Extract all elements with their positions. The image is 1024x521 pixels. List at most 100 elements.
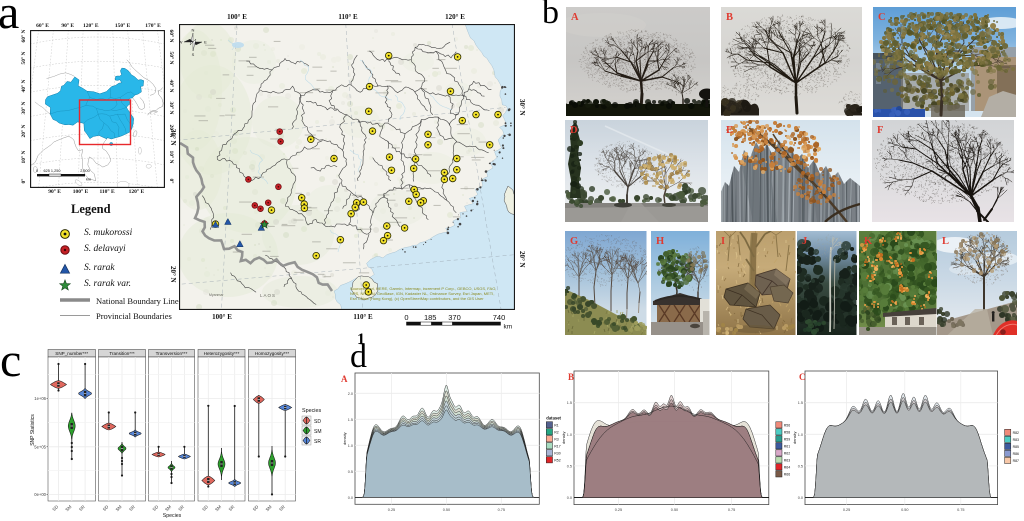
svg-text:km: km bbox=[504, 324, 513, 331]
svg-text:Species: Species bbox=[163, 513, 182, 519]
svg-text:0.50: 0.50 bbox=[670, 508, 677, 512]
svg-text:SD: SD bbox=[201, 504, 209, 512]
svg-text:0.5: 0.5 bbox=[348, 470, 353, 474]
svg-text:SD: SD bbox=[314, 419, 321, 425]
svg-text:SD: SD bbox=[51, 504, 59, 512]
svg-text:SM: SM bbox=[164, 504, 172, 512]
svg-text:1.0: 1.0 bbox=[797, 432, 802, 436]
svg-text:2.0: 2.0 bbox=[348, 392, 353, 396]
svg-text:SR: SR bbox=[128, 504, 136, 512]
svg-text:R56: R56 bbox=[783, 423, 789, 427]
svg-text:0.75: 0.75 bbox=[498, 508, 505, 512]
svg-text:SR: SR bbox=[228, 504, 236, 512]
svg-text:1.5: 1.5 bbox=[566, 401, 571, 405]
svg-text:0.50: 0.50 bbox=[901, 508, 908, 512]
svg-text:Esri China (Hong Kong), (c) Op: Esri China (Hong Kong), (c) OpenStreetMa… bbox=[350, 296, 484, 301]
svg-text:km: km bbox=[86, 178, 91, 182]
svg-text:E: E bbox=[204, 40, 207, 45]
svg-text:SNP Statistics: SNP Statistics bbox=[30, 414, 36, 446]
svg-text:R62: R62 bbox=[783, 451, 789, 455]
svg-text:SR: SR bbox=[177, 504, 185, 512]
svg-text:1.5: 1.5 bbox=[797, 401, 802, 405]
svg-text:R61: R61 bbox=[783, 444, 789, 448]
svg-text:density: density bbox=[561, 431, 566, 444]
svg-text:SR: SR bbox=[78, 504, 86, 512]
svg-text:Heterozygosity***: Heterozygosity*** bbox=[204, 351, 240, 356]
svg-text:R17: R17 bbox=[554, 444, 560, 448]
svg-text:0.75: 0.75 bbox=[957, 508, 964, 512]
svg-text:R30: R30 bbox=[554, 451, 560, 455]
svg-text:R59: R59 bbox=[783, 437, 789, 441]
svg-text:0.0: 0.0 bbox=[566, 496, 571, 500]
svg-text:Sources: Esri, HERE, Garmin, I: Sources: Esri, HERE, Garmin, Intermap, i… bbox=[350, 286, 496, 291]
svg-text:H: H bbox=[656, 236, 664, 247]
svg-text:0.25: 0.25 bbox=[842, 508, 849, 512]
svg-text:R87: R87 bbox=[1012, 459, 1018, 463]
svg-text:density: density bbox=[342, 432, 347, 445]
svg-text:R58: R58 bbox=[783, 430, 789, 434]
svg-text:Species: Species bbox=[302, 408, 321, 414]
svg-text:K: K bbox=[864, 236, 873, 247]
svg-text:dataset: dataset bbox=[546, 416, 561, 421]
svg-text:0.50: 0.50 bbox=[443, 508, 450, 512]
svg-text:0.25: 0.25 bbox=[388, 508, 395, 512]
svg-text:R83: R83 bbox=[1012, 438, 1018, 442]
svg-text:SM: SM bbox=[115, 504, 123, 512]
svg-text:W: W bbox=[179, 40, 183, 45]
svg-text:R85: R85 bbox=[1012, 445, 1018, 449]
svg-text:R1: R1 bbox=[554, 423, 559, 427]
svg-text:0e+00: 0e+00 bbox=[34, 492, 46, 497]
svg-text:740: 740 bbox=[493, 313, 506, 322]
svg-text:1e+06: 1e+06 bbox=[34, 396, 46, 401]
svg-text:NPS, NRCAN, GeoBase, IGN, Kada: NPS, NRCAN, GeoBase, IGN, Kadaster NL, O… bbox=[350, 291, 494, 296]
svg-text:L: L bbox=[942, 236, 949, 247]
svg-text:R3: R3 bbox=[554, 437, 559, 441]
svg-text:LAOS: LAOS bbox=[260, 293, 276, 298]
svg-text:0.75: 0.75 bbox=[727, 508, 734, 512]
svg-text:Myanmar: Myanmar bbox=[209, 293, 224, 297]
svg-text:SM: SM bbox=[314, 429, 322, 435]
svg-text:I: I bbox=[721, 236, 725, 247]
svg-text:R86: R86 bbox=[1012, 452, 1018, 456]
svg-text:2,500: 2,500 bbox=[80, 169, 90, 173]
svg-text:R2: R2 bbox=[554, 430, 559, 434]
svg-text:0.0: 0.0 bbox=[348, 496, 353, 500]
svg-text:370: 370 bbox=[448, 313, 461, 322]
svg-text:SR: SR bbox=[314, 439, 321, 445]
svg-text:185: 185 bbox=[424, 313, 437, 322]
svg-text:SNP_number***: SNP_number*** bbox=[55, 351, 88, 356]
svg-text:R82: R82 bbox=[1012, 431, 1018, 435]
svg-text:R66: R66 bbox=[783, 472, 789, 476]
svg-text:F: F bbox=[877, 125, 883, 136]
svg-text:0.5: 0.5 bbox=[566, 464, 571, 468]
svg-text:SD: SD bbox=[102, 504, 110, 512]
svg-text:0.5: 0.5 bbox=[797, 464, 802, 468]
svg-text:density: density bbox=[792, 431, 797, 444]
svg-text:SM: SM bbox=[214, 504, 222, 512]
svg-text:R63: R63 bbox=[783, 458, 789, 462]
svg-text:S: S bbox=[192, 52, 195, 57]
svg-text:Transversion***: Transversion*** bbox=[156, 351, 188, 356]
svg-text:0.0: 0.0 bbox=[797, 496, 802, 500]
svg-text:SM: SM bbox=[265, 504, 273, 512]
svg-text:B: B bbox=[568, 371, 574, 381]
svg-text:R52: R52 bbox=[554, 458, 560, 462]
svg-text:0.25: 0.25 bbox=[614, 508, 621, 512]
svg-text:C: C bbox=[878, 12, 886, 23]
svg-text:SR: SR bbox=[278, 504, 286, 512]
svg-text:D: D bbox=[570, 125, 578, 136]
svg-text:SD: SD bbox=[151, 504, 159, 512]
svg-text:1.0: 1.0 bbox=[348, 444, 353, 448]
svg-text:0: 0 bbox=[404, 313, 408, 322]
svg-text:SM: SM bbox=[64, 504, 72, 512]
svg-text:Transition***: Transition*** bbox=[109, 351, 135, 356]
svg-text:E: E bbox=[726, 125, 733, 136]
svg-text:A: A bbox=[571, 12, 579, 23]
svg-text:1.0: 1.0 bbox=[566, 432, 571, 436]
svg-text:G: G bbox=[570, 236, 578, 247]
svg-text:J: J bbox=[802, 236, 807, 247]
svg-text:R64: R64 bbox=[783, 465, 789, 469]
svg-text:1.5: 1.5 bbox=[348, 418, 353, 422]
svg-text:0: 0 bbox=[36, 169, 38, 173]
svg-text:Homozygosity***: Homozygosity*** bbox=[255, 351, 289, 356]
